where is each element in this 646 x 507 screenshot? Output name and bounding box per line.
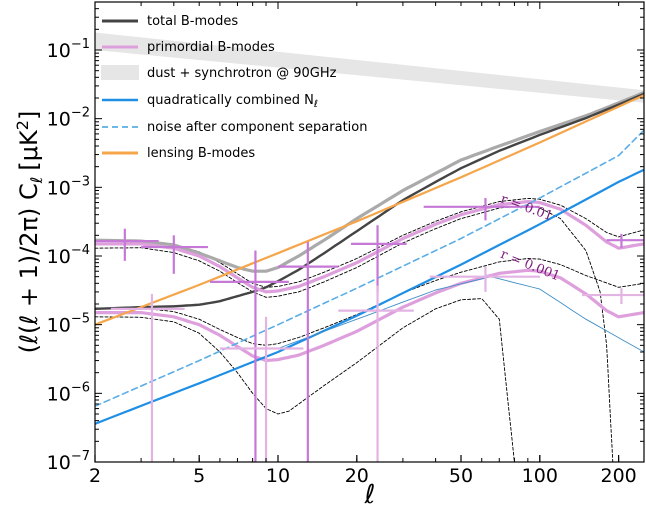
y-axis-label-subscript: ℓ [27, 177, 46, 185]
y-axis-label-units-sup: 2 [13, 120, 32, 130]
y-tick-label: 10−2 [47, 106, 90, 131]
y-tick-base: 10 [47, 246, 71, 268]
legend-item-combined-noise: quadratically combined Nℓ [102, 93, 318, 110]
y-tick-label: 10−4 [47, 243, 90, 268]
bandpower-r001-4 [350, 225, 407, 292]
y-tick-label: 10−7 [47, 449, 90, 474]
bandpower-r001-2 [210, 250, 289, 462]
bandpower-r001-6 [606, 233, 644, 249]
bandpower-r0001-1 [219, 316, 304, 462]
curve-primordial-r001 [95, 200, 644, 294]
y-axis-label: (ℓ(ℓ + 1)/2π) Cℓ [μK2] [13, 111, 46, 354]
binned-bandpowers [95, 197, 644, 462]
y-axis-label-main: (ℓ(ℓ + 1)/2π) C [15, 183, 43, 353]
curve-err-r001-lower [95, 205, 614, 462]
bandpower-r0001-0 [110, 293, 185, 462]
y-tick-exponent: −5 [71, 312, 90, 327]
y-axis-label-units-close: ] [15, 111, 43, 120]
legend-label-total: total B-modes [147, 14, 238, 29]
legend-label-foreground: dust + synchrotron @ 90GHz [147, 66, 337, 81]
y-tick-base: 10 [47, 109, 71, 131]
legend-label-separated-noise: noise after component separation [147, 120, 367, 135]
legend: total B-modes primordial B-modes dust + … [101, 14, 367, 161]
curve-total-r001 [95, 91, 644, 273]
x-axis-label: ℓ [364, 480, 376, 507]
bandpower-r001-1 [141, 235, 208, 274]
x-tick-label: 2 [89, 465, 101, 487]
legend-label-combined-noise-subscript: ℓ [314, 99, 318, 110]
curve-lensing [95, 94, 644, 326]
x-tick-label: 10 [266, 465, 290, 487]
legend-item-total-b-modes: total B-modes [102, 14, 238, 29]
legend-item-primordial: primordial B-modes [102, 40, 275, 55]
y-tick-base: 10 [47, 383, 71, 405]
legend-label-primordial: primordial B-modes [147, 40, 275, 55]
plot-frame [94, 1, 645, 463]
curve-noise-separated [95, 129, 644, 407]
y-tick-exponent: −4 [71, 243, 90, 258]
x-tick-label: 20 [345, 465, 369, 487]
legend-item-foreground: dust + synchrotron @ 90GHz [101, 65, 337, 81]
legend-item-separated-noise: noise after component separation [102, 120, 367, 135]
y-axis-label-units: [μK [15, 129, 43, 171]
y-tick-base: 10 [47, 177, 71, 199]
legend-label-combined-noise: quadratically combined Nℓ [147, 93, 318, 110]
y-tick-label: 10−1 [47, 37, 90, 62]
y-tick-label: 10−6 [47, 380, 90, 405]
bandpower-r001-5 [423, 197, 540, 221]
axis-ticks: 2 5 10 20 50 100 20010−710−610−510−410−310−210… [47, 1, 644, 487]
y-tick-exponent: −7 [71, 449, 90, 464]
x-tick-label: 100 [522, 465, 558, 487]
bandpower-r001-3 [278, 241, 339, 462]
plot-area: r = 0.01 r = 0.001 [95, 32, 644, 462]
x-tick-label: 50 [449, 465, 473, 487]
y-tick-exponent: −1 [71, 37, 90, 52]
legend-swatch-foreground [101, 65, 139, 80]
y-tick-base: 10 [47, 40, 71, 62]
bandpower-r0001-4 [582, 288, 644, 304]
curve-err-r0001-lower [95, 298, 515, 462]
y-tick-exponent: −6 [71, 380, 90, 395]
y-tick-label: 10−3 [47, 174, 90, 199]
spectrum-curves [95, 91, 644, 425]
bandpower-r0001-2 [338, 285, 414, 462]
y-tick-exponent: −3 [71, 174, 90, 189]
y-tick-label: 10−5 [47, 312, 90, 337]
x-tick-label: 200 [600, 465, 636, 487]
bandpower-r0001-3 [429, 266, 540, 292]
legend-label-lensing: lensing B-modes [147, 146, 255, 161]
dust-synchrotron-band [95, 32, 644, 103]
curve-total-r0001 [95, 92, 644, 310]
curve-primordial-r0001 [95, 268, 644, 363]
x-tick-label: 5 [193, 465, 205, 487]
curve-noise-combined [95, 168, 644, 425]
y-tick-exponent: −2 [71, 106, 90, 121]
y-tick-base: 10 [47, 315, 71, 337]
bandpower-r001-0 [95, 228, 159, 261]
legend-item-lensing: lensing B-modes [102, 146, 255, 161]
plot-background [95, 2, 644, 462]
y-tick-base: 10 [47, 452, 71, 474]
curve-err-r0001-upper [95, 258, 644, 346]
